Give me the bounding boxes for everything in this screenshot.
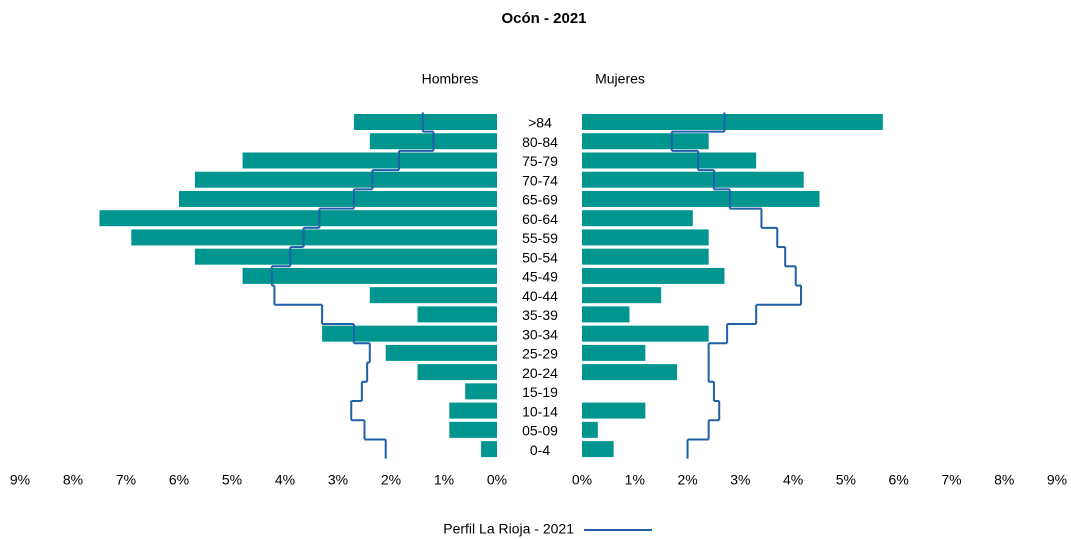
x-tick-label: 0%	[572, 472, 592, 488]
x-tick-label: 1%	[434, 472, 454, 488]
bar-female	[582, 344, 646, 361]
side-label: Mujeres	[595, 71, 645, 87]
category-label: 75-79	[522, 153, 558, 169]
bar-female	[582, 229, 709, 246]
category-label: 45-49	[522, 269, 558, 285]
bar-female	[582, 114, 883, 130]
bar-male	[353, 114, 497, 130]
bar-female	[582, 325, 709, 342]
x-tick-label: 0%	[487, 472, 507, 488]
side-label: Hombres	[422, 71, 479, 87]
x-tick-label: 2%	[677, 472, 697, 488]
bar-female	[582, 171, 804, 188]
bar-female	[582, 152, 757, 169]
bar-male	[194, 248, 497, 265]
x-tick-label: 4%	[783, 472, 803, 488]
bar-female	[582, 248, 709, 265]
x-tick-label: 2%	[381, 472, 401, 488]
bar-male	[449, 402, 497, 419]
x-tick-label: 9%	[10, 472, 30, 488]
bar-male	[322, 325, 497, 342]
category-label: 55-59	[522, 230, 558, 246]
bar-male	[369, 287, 497, 304]
category-label: 30-34	[522, 326, 558, 342]
x-tick-label: 3%	[730, 472, 750, 488]
x-tick-label: 4%	[275, 472, 295, 488]
bar-male	[99, 210, 497, 227]
bar-female	[582, 267, 725, 284]
bar-female	[582, 441, 614, 458]
bar-male	[417, 364, 497, 381]
category-label: 20-24	[522, 365, 558, 381]
bar-female	[582, 421, 598, 438]
bar-male	[242, 152, 497, 169]
x-tick-label: 1%	[625, 472, 645, 488]
bar-male	[481, 441, 497, 458]
x-tick-label: 9%	[1047, 472, 1067, 488]
x-tick-label: 7%	[116, 472, 136, 488]
bar-female	[582, 287, 662, 304]
category-label: 0-4	[530, 442, 550, 458]
category-label: 65-69	[522, 192, 558, 208]
x-tick-label: 5%	[836, 472, 856, 488]
category-label: 70-74	[522, 172, 558, 188]
bar-female	[582, 306, 630, 323]
category-label: 05-09	[522, 423, 558, 439]
bar-male	[179, 190, 497, 207]
bar-male	[465, 383, 497, 400]
bar-male	[242, 267, 497, 284]
bar-male	[385, 344, 497, 361]
bar-female	[582, 402, 646, 419]
bar-male	[131, 229, 498, 246]
legend-label: Perfil La Rioja - 2021	[443, 521, 574, 537]
x-tick-label: 3%	[328, 472, 348, 488]
category-label: >84	[528, 115, 552, 131]
chart-title: Ocón - 2021	[501, 10, 586, 27]
bar-female	[582, 190, 820, 207]
x-tick-label: 8%	[63, 472, 83, 488]
x-tick-label: 6%	[889, 472, 909, 488]
category-label: 80-84	[522, 134, 558, 150]
bar-female	[582, 133, 709, 150]
category-label: 40-44	[522, 288, 558, 304]
category-label: 35-39	[522, 307, 558, 323]
category-label: 10-14	[522, 403, 558, 419]
bar-male	[417, 306, 497, 323]
bar-female	[582, 364, 677, 381]
category-label: 50-54	[522, 249, 558, 265]
category-label: 25-29	[522, 346, 558, 362]
bar-female	[582, 210, 693, 227]
bar-male	[194, 171, 497, 188]
category-label: 15-19	[522, 384, 558, 400]
x-tick-label: 8%	[994, 472, 1014, 488]
x-tick-label: 7%	[941, 472, 961, 488]
x-tick-label: 5%	[222, 472, 242, 488]
bar-male	[449, 421, 497, 438]
category-label: 60-64	[522, 211, 558, 227]
x-tick-label: 6%	[169, 472, 189, 488]
